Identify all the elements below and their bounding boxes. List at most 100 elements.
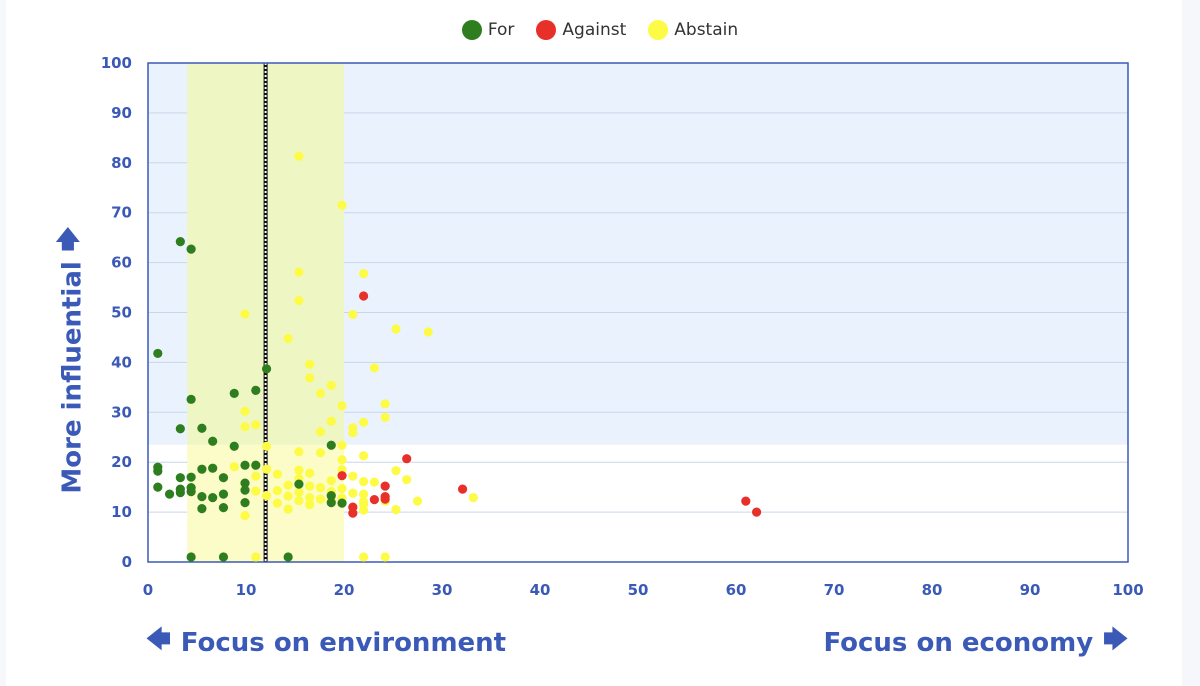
point-abstain bbox=[294, 447, 304, 457]
x-tick-label: 20 bbox=[334, 581, 355, 599]
point-against bbox=[369, 495, 379, 505]
y-tick-label: 0 bbox=[122, 553, 132, 571]
point-abstain bbox=[305, 481, 315, 491]
point-for bbox=[229, 388, 239, 398]
point-abstain bbox=[240, 406, 250, 416]
point-abstain bbox=[251, 486, 261, 496]
point-for bbox=[186, 472, 196, 482]
point-for bbox=[153, 482, 163, 492]
point-abstain bbox=[337, 401, 347, 411]
point-for bbox=[197, 464, 207, 474]
point-abstain bbox=[305, 468, 315, 478]
point-abstain bbox=[272, 469, 282, 479]
point-for bbox=[283, 552, 293, 562]
point-abstain bbox=[380, 399, 390, 409]
y-tick-label: 80 bbox=[111, 154, 132, 172]
point-abstain bbox=[315, 448, 326, 458]
point-abstain bbox=[294, 487, 304, 497]
point-for bbox=[240, 478, 250, 488]
point-for bbox=[326, 491, 336, 501]
point-for bbox=[326, 440, 336, 450]
legend-item-abstain[interactable]: Abstain bbox=[648, 20, 738, 40]
point-for bbox=[218, 552, 229, 562]
point-abstain bbox=[423, 327, 433, 337]
y-tick-label: 60 bbox=[111, 254, 132, 272]
y-tick-label: 20 bbox=[111, 453, 132, 471]
legend-label-abstain: Abstain bbox=[674, 20, 739, 40]
point-abstain bbox=[251, 471, 261, 481]
point-abstain bbox=[240, 422, 250, 432]
point-for bbox=[218, 489, 229, 499]
point-for bbox=[240, 498, 250, 508]
point-for bbox=[261, 364, 272, 374]
point-abstain bbox=[369, 477, 379, 487]
point-abstain bbox=[391, 466, 401, 476]
point-against bbox=[380, 481, 390, 491]
point-abstain bbox=[294, 465, 304, 475]
point-for bbox=[208, 463, 218, 473]
point-abstain bbox=[240, 510, 250, 521]
point-abstain bbox=[359, 268, 369, 279]
y-axis-label: More influential 🡆 bbox=[52, 226, 93, 493]
x-tick-label: 40 bbox=[530, 581, 551, 599]
point-abstain bbox=[315, 427, 326, 437]
point-abstain bbox=[337, 440, 347, 450]
point-for bbox=[251, 385, 261, 395]
point-abstain bbox=[294, 151, 304, 161]
point-for bbox=[186, 244, 196, 254]
x-tick-label: 80 bbox=[922, 581, 943, 599]
y-tick-label: 10 bbox=[111, 503, 132, 521]
y-tick-label: 90 bbox=[111, 104, 132, 122]
point-abstain bbox=[359, 417, 369, 427]
point-abstain bbox=[240, 309, 250, 319]
point-for bbox=[251, 460, 261, 470]
point-abstain bbox=[380, 412, 390, 422]
legend-item-against[interactable]: Against bbox=[536, 20, 626, 40]
point-against bbox=[741, 496, 751, 506]
point-abstain bbox=[359, 489, 369, 499]
x-tick-label: 50 bbox=[628, 581, 649, 599]
point-abstain bbox=[468, 493, 478, 503]
arrow-right-icon: 🡆 bbox=[1103, 625, 1128, 653]
point-abstain bbox=[283, 480, 293, 490]
point-abstain bbox=[305, 493, 315, 503]
point-against bbox=[457, 484, 468, 494]
x-tick-label: 0 bbox=[143, 581, 153, 599]
point-abstain bbox=[272, 486, 282, 496]
plot-border bbox=[147, 62, 1129, 563]
point-abstain bbox=[251, 552, 261, 562]
legend-label-against: Against bbox=[562, 20, 627, 40]
point-abstain bbox=[359, 505, 369, 515]
point-abstain bbox=[251, 420, 261, 430]
x-axis-left-label: 🡄 Focus on environment bbox=[146, 622, 506, 663]
point-abstain bbox=[369, 363, 379, 373]
point-abstain bbox=[261, 441, 272, 451]
point-for bbox=[218, 503, 229, 513]
y-axis-label-text: More influential bbox=[57, 261, 87, 494]
point-abstain bbox=[229, 462, 239, 472]
point-abstain bbox=[391, 324, 401, 334]
legend-item-for[interactable]: For bbox=[461, 20, 515, 40]
point-abstain bbox=[337, 455, 347, 465]
legend-label-for: For bbox=[487, 20, 515, 40]
point-abstain bbox=[305, 500, 315, 510]
point-abstain bbox=[359, 477, 369, 487]
point-for bbox=[186, 552, 196, 562]
point-for bbox=[197, 492, 207, 502]
point-abstain bbox=[315, 388, 326, 398]
point-against bbox=[402, 454, 412, 464]
point-against bbox=[359, 291, 369, 301]
point-for bbox=[175, 484, 185, 494]
x-left-label-text: Focus on environment bbox=[180, 627, 507, 658]
point-abstain bbox=[391, 505, 401, 515]
point-abstain bbox=[315, 483, 326, 493]
point-abstain bbox=[283, 504, 293, 514]
point-for bbox=[197, 504, 207, 514]
point-for bbox=[197, 423, 207, 433]
x-tick-label: 60 bbox=[726, 581, 747, 599]
point-for bbox=[337, 498, 347, 508]
point-abstain bbox=[283, 491, 293, 501]
point-for bbox=[175, 473, 185, 483]
point-against bbox=[751, 507, 762, 517]
